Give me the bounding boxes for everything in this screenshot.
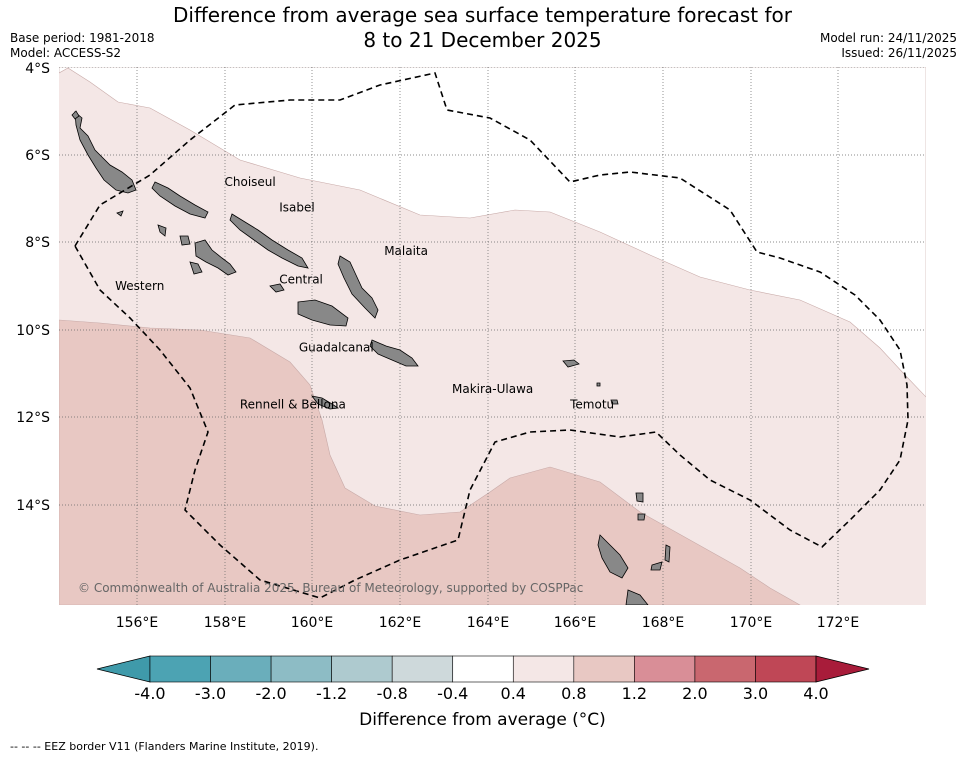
colorbar-bin bbox=[452, 655, 514, 683]
region-label: Makira-Ulawa bbox=[452, 382, 533, 396]
island-bougainville bbox=[74, 111, 137, 194]
region-label: Temotu bbox=[569, 397, 614, 411]
region-label: Choiseul bbox=[225, 175, 276, 189]
lat-tick: 10°S bbox=[16, 323, 50, 339]
eez-border bbox=[74, 72, 909, 599]
meta-left: Base period: 1981-2018 Model: ACCESS-S2 bbox=[10, 31, 155, 61]
colorbar-bin bbox=[331, 655, 393, 683]
lat-tick: 14°S bbox=[16, 498, 50, 514]
island-espiritu-santo bbox=[597, 534, 629, 579]
island-gaua bbox=[635, 492, 644, 503]
colorbar-extend-high bbox=[815, 655, 870, 683]
colorbar-bin bbox=[210, 655, 272, 683]
model-run: Model run: 24/11/2025 bbox=[819, 31, 957, 45]
island-buka bbox=[71, 110, 80, 120]
island-shortlands bbox=[116, 210, 124, 217]
colorbar-bin bbox=[149, 655, 211, 683]
lon-tick: 172°E bbox=[817, 615, 860, 631]
island-santa-cruz bbox=[562, 359, 580, 368]
colorbar-bin bbox=[755, 655, 817, 683]
island-rennell bbox=[311, 395, 340, 410]
region-label: Guadalcanal bbox=[299, 340, 374, 354]
colorbar-label: Difference from average (°C) bbox=[359, 710, 606, 730]
map-title: Difference from average sea surface temp… bbox=[0, 3, 965, 53]
lat-tick: 6°S bbox=[25, 148, 50, 164]
colorbar-tick-label: -3.0 bbox=[195, 684, 226, 703]
region-label: Rennell & Bellona bbox=[240, 397, 346, 411]
island-guadalcanal bbox=[297, 299, 349, 327]
colorbar-bin bbox=[391, 655, 454, 683]
island-florida bbox=[269, 283, 285, 293]
lon-tick: 164°E bbox=[467, 615, 510, 631]
eez-legend-note: -- -- -- EEZ border V11 (Flanders Marine… bbox=[10, 740, 319, 753]
map-area: © Commonwealth of Australia 2025, Bureau… bbox=[59, 67, 926, 605]
region-label: Central bbox=[279, 273, 323, 287]
region-label: Malaita bbox=[384, 244, 428, 258]
colorbar-bin bbox=[573, 655, 635, 683]
island-choiseul bbox=[151, 181, 209, 219]
island-malekula bbox=[625, 589, 649, 605]
island-tikopia bbox=[596, 382, 601, 387]
title-line-2: 8 to 21 December 2025 bbox=[363, 28, 602, 52]
colorbar-tick-label: -0.4 bbox=[437, 684, 468, 703]
island-makira bbox=[369, 339, 419, 367]
colorbar-tick-label: -4.0 bbox=[134, 684, 165, 703]
island-rendova bbox=[189, 261, 203, 275]
title-line-1: Difference from average sea surface temp… bbox=[172, 3, 792, 27]
anomaly-band-neutral bbox=[59, 67, 926, 398]
colorbar-tick-label: 2.0 bbox=[682, 684, 707, 703]
colorbar-tick-label: -0.8 bbox=[377, 684, 408, 703]
copyright-text: © Commonwealth of Australia 2025, Bureau… bbox=[78, 581, 583, 595]
region-label: Isabel bbox=[279, 200, 314, 214]
lat-tick: 8°S bbox=[25, 235, 50, 251]
anomaly-band-0.8-1.2-west bbox=[59, 319, 801, 605]
colorbar-tick-label: -1.2 bbox=[316, 684, 347, 703]
colorbar-bin bbox=[694, 655, 756, 683]
colorbar-bin bbox=[270, 655, 332, 683]
island-kolombangara bbox=[179, 235, 191, 246]
islands bbox=[71, 110, 671, 605]
longitude-ticks: 156°E 158°E 160°E 162°E 164°E 166°E 168°… bbox=[116, 615, 860, 631]
colorbar-tick-label: 0.8 bbox=[561, 684, 586, 703]
island-maewo bbox=[664, 544, 671, 563]
colorbar-tick-label: 0.4 bbox=[501, 684, 526, 703]
lon-tick: 166°E bbox=[554, 615, 597, 631]
lat-tick: 4°S bbox=[25, 61, 50, 77]
lon-tick: 170°E bbox=[730, 615, 773, 631]
issued-date: Issued: 26/11/2025 bbox=[841, 46, 957, 60]
island-vanikoro bbox=[610, 399, 619, 405]
colorbar: -4.0 -3.0 -2.0 -1.2 -0.8 -0.4 0.4 0.8 1.2 2.0 3.0 4… bbox=[96, 655, 870, 703]
lon-tick: 168°E bbox=[642, 615, 685, 631]
island-isabel bbox=[229, 213, 309, 269]
island-vanua-lava bbox=[637, 513, 646, 521]
latitude-ticks: 4°S 6°S 8°S 10°S 12°S 14°S bbox=[16, 61, 50, 514]
region-label: Western bbox=[115, 279, 164, 293]
lon-tick: 156°E bbox=[116, 615, 159, 631]
lon-tick: 158°E bbox=[204, 615, 247, 631]
island-pentecost bbox=[650, 561, 663, 571]
meta-right: Model run: 24/11/2025 Issued: 26/11/2025 bbox=[820, 31, 957, 61]
colorbar-tick-label: 1.2 bbox=[622, 684, 647, 703]
base-period: Base period: 1981-2018 bbox=[10, 31, 155, 45]
colorbar-extend-low bbox=[96, 655, 151, 683]
lon-tick: 160°E bbox=[291, 615, 334, 631]
island-new-georgia bbox=[194, 239, 237, 276]
lon-tick: 162°E bbox=[379, 615, 422, 631]
model-name: Model: ACCESS-S2 bbox=[10, 46, 122, 60]
colorbar-bin bbox=[634, 655, 696, 683]
colorbar-bin bbox=[512, 655, 575, 683]
colorbar-tick-label: 4.0 bbox=[803, 684, 828, 703]
island-malaita bbox=[337, 255, 379, 319]
lat-tick: 12°S bbox=[16, 410, 50, 426]
colorbar-tick-label: -2.0 bbox=[255, 684, 286, 703]
island-vella bbox=[157, 224, 167, 237]
colorbar-tick-label: 3.0 bbox=[743, 684, 768, 703]
